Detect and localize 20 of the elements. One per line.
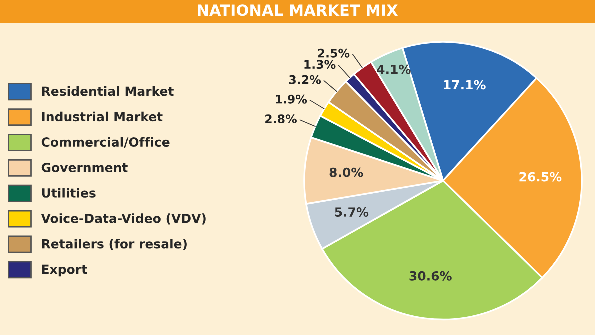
data-label: 2.5% [318,48,350,58]
data-label: 3.2% [289,75,322,84]
data-label: 30.6% [410,271,452,281]
data-label: 4.1% [377,64,411,74]
chart-title: NATIONAL MARKET MIX [198,4,398,16]
legend-label: Residential Market [42,86,174,96]
data-label: 5.7% [335,208,369,217]
legend-label: Retailers (for resale) [42,239,187,250]
data-label: 2.8% [266,114,297,124]
legend-label: Commercial/Office [42,137,170,148]
data-label: 1.9% [276,94,308,104]
legend-label: Industrial Market [42,112,163,122]
legend-label: Government [42,163,128,172]
data-label: 26.5% [520,172,562,182]
data-label: 17.1% [444,80,486,90]
legend-label: Export [42,264,88,277]
data-label: 8.0% [330,168,364,178]
data-label: 1.3% [304,60,336,70]
legend-label: Utilities [42,188,96,198]
legend-label: Voice-Data-Video (VDV) [41,214,206,225]
